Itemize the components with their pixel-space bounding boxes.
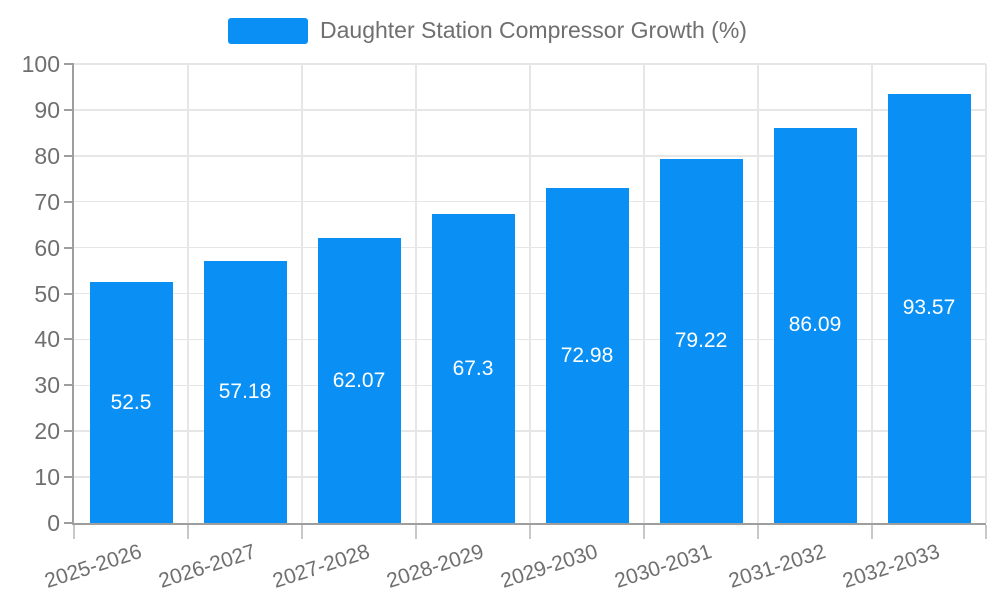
v-gridline: [643, 64, 645, 523]
bar: 72.98: [545, 188, 629, 523]
x-axis-tick-label: 2025-2026: [41, 540, 145, 593]
y-axis-tick: [64, 154, 74, 157]
bar-value-label: 67.3: [452, 356, 494, 380]
y-axis-tick: [64, 338, 74, 341]
x-axis-tick-label: 2026-2027: [155, 540, 259, 593]
y-axis-tick-label: 40: [34, 326, 60, 353]
bar: 67.3: [431, 214, 515, 523]
v-gridline: [415, 64, 417, 523]
y-axis-tick-label: 20: [34, 418, 60, 445]
y-axis-tick-label: 70: [34, 188, 60, 215]
x-axis-tick-label: 2030-2031: [611, 540, 715, 593]
bar: 52.5: [89, 282, 173, 523]
v-gridline: [187, 64, 189, 523]
y-axis-tick: [64, 522, 74, 524]
y-axis-tick: [64, 430, 74, 433]
legend-swatch-icon: [228, 17, 308, 44]
x-axis-tick: [187, 525, 189, 539]
x-axis-tick: [415, 525, 417, 539]
x-axis-tick: [871, 525, 873, 539]
v-gridline: [301, 64, 303, 523]
y-axis-tick: [64, 63, 74, 65]
y-axis-tick: [64, 384, 74, 387]
x-axis-tick-label: 2032-2033: [839, 540, 943, 593]
v-gridline: [985, 64, 987, 523]
x-axis-line: [72, 523, 986, 525]
bar-value-label: 79.22: [674, 329, 728, 353]
bar: 86.09: [773, 127, 857, 523]
bar: 57.18: [203, 260, 287, 523]
y-axis-tick-label: 30: [34, 372, 60, 399]
y-axis-tick: [64, 476, 74, 479]
bar-value-label: 93.57: [902, 296, 956, 320]
bar-value-label: 72.98: [560, 343, 614, 367]
bar: 62.07: [317, 238, 401, 523]
y-axis-tick-label: 90: [34, 96, 60, 123]
v-gridline: [757, 64, 759, 523]
y-axis-tick: [64, 292, 74, 295]
y-axis-tick-label: 0: [47, 510, 60, 536]
legend-label: Daughter Station Compressor Growth (%): [320, 17, 747, 43]
y-axis-tick-label: 10: [34, 464, 60, 491]
x-axis-tick: [301, 525, 303, 539]
bar: 79.22: [659, 159, 743, 523]
v-gridline: [871, 64, 873, 523]
y-axis-tick-label: 100: [21, 51, 60, 77]
x-axis-tick: [529, 525, 531, 539]
y-axis-line: [72, 64, 74, 525]
bar-value-label: 52.5: [110, 390, 152, 414]
legend-item[interactable]: Daughter Station Compressor Growth (%): [228, 17, 747, 44]
x-axis-tick: [643, 525, 645, 539]
bar: 93.57: [887, 93, 971, 523]
y-axis-tick-label: 80: [34, 142, 60, 169]
x-axis-tick-label: 2029-2030: [497, 540, 601, 593]
y-axis-tick: [64, 108, 74, 111]
x-axis-tick: [985, 525, 987, 539]
x-axis-tick-label: 2031-2032: [725, 540, 829, 593]
y-axis-tick-label: 60: [34, 234, 60, 261]
y-axis-tick: [64, 246, 74, 249]
bar-value-label: 57.18: [218, 379, 272, 403]
x-axis-tick: [73, 525, 75, 539]
x-axis-tick-label: 2028-2029: [383, 540, 487, 593]
plot-area: 52.5 57.18 62.07 67.3 72.98 79.22 86.09 93.57: [74, 63, 987, 523]
y-axis-tick-label: 50: [34, 280, 60, 307]
v-gridline: [529, 64, 531, 523]
bar-value-label: 86.09: [788, 313, 842, 337]
bar-value-label: 62.07: [332, 368, 386, 392]
x-axis-tick-label: 2027-2028: [269, 540, 373, 593]
y-axis-tick: [64, 200, 74, 203]
x-axis-tick: [757, 525, 759, 539]
